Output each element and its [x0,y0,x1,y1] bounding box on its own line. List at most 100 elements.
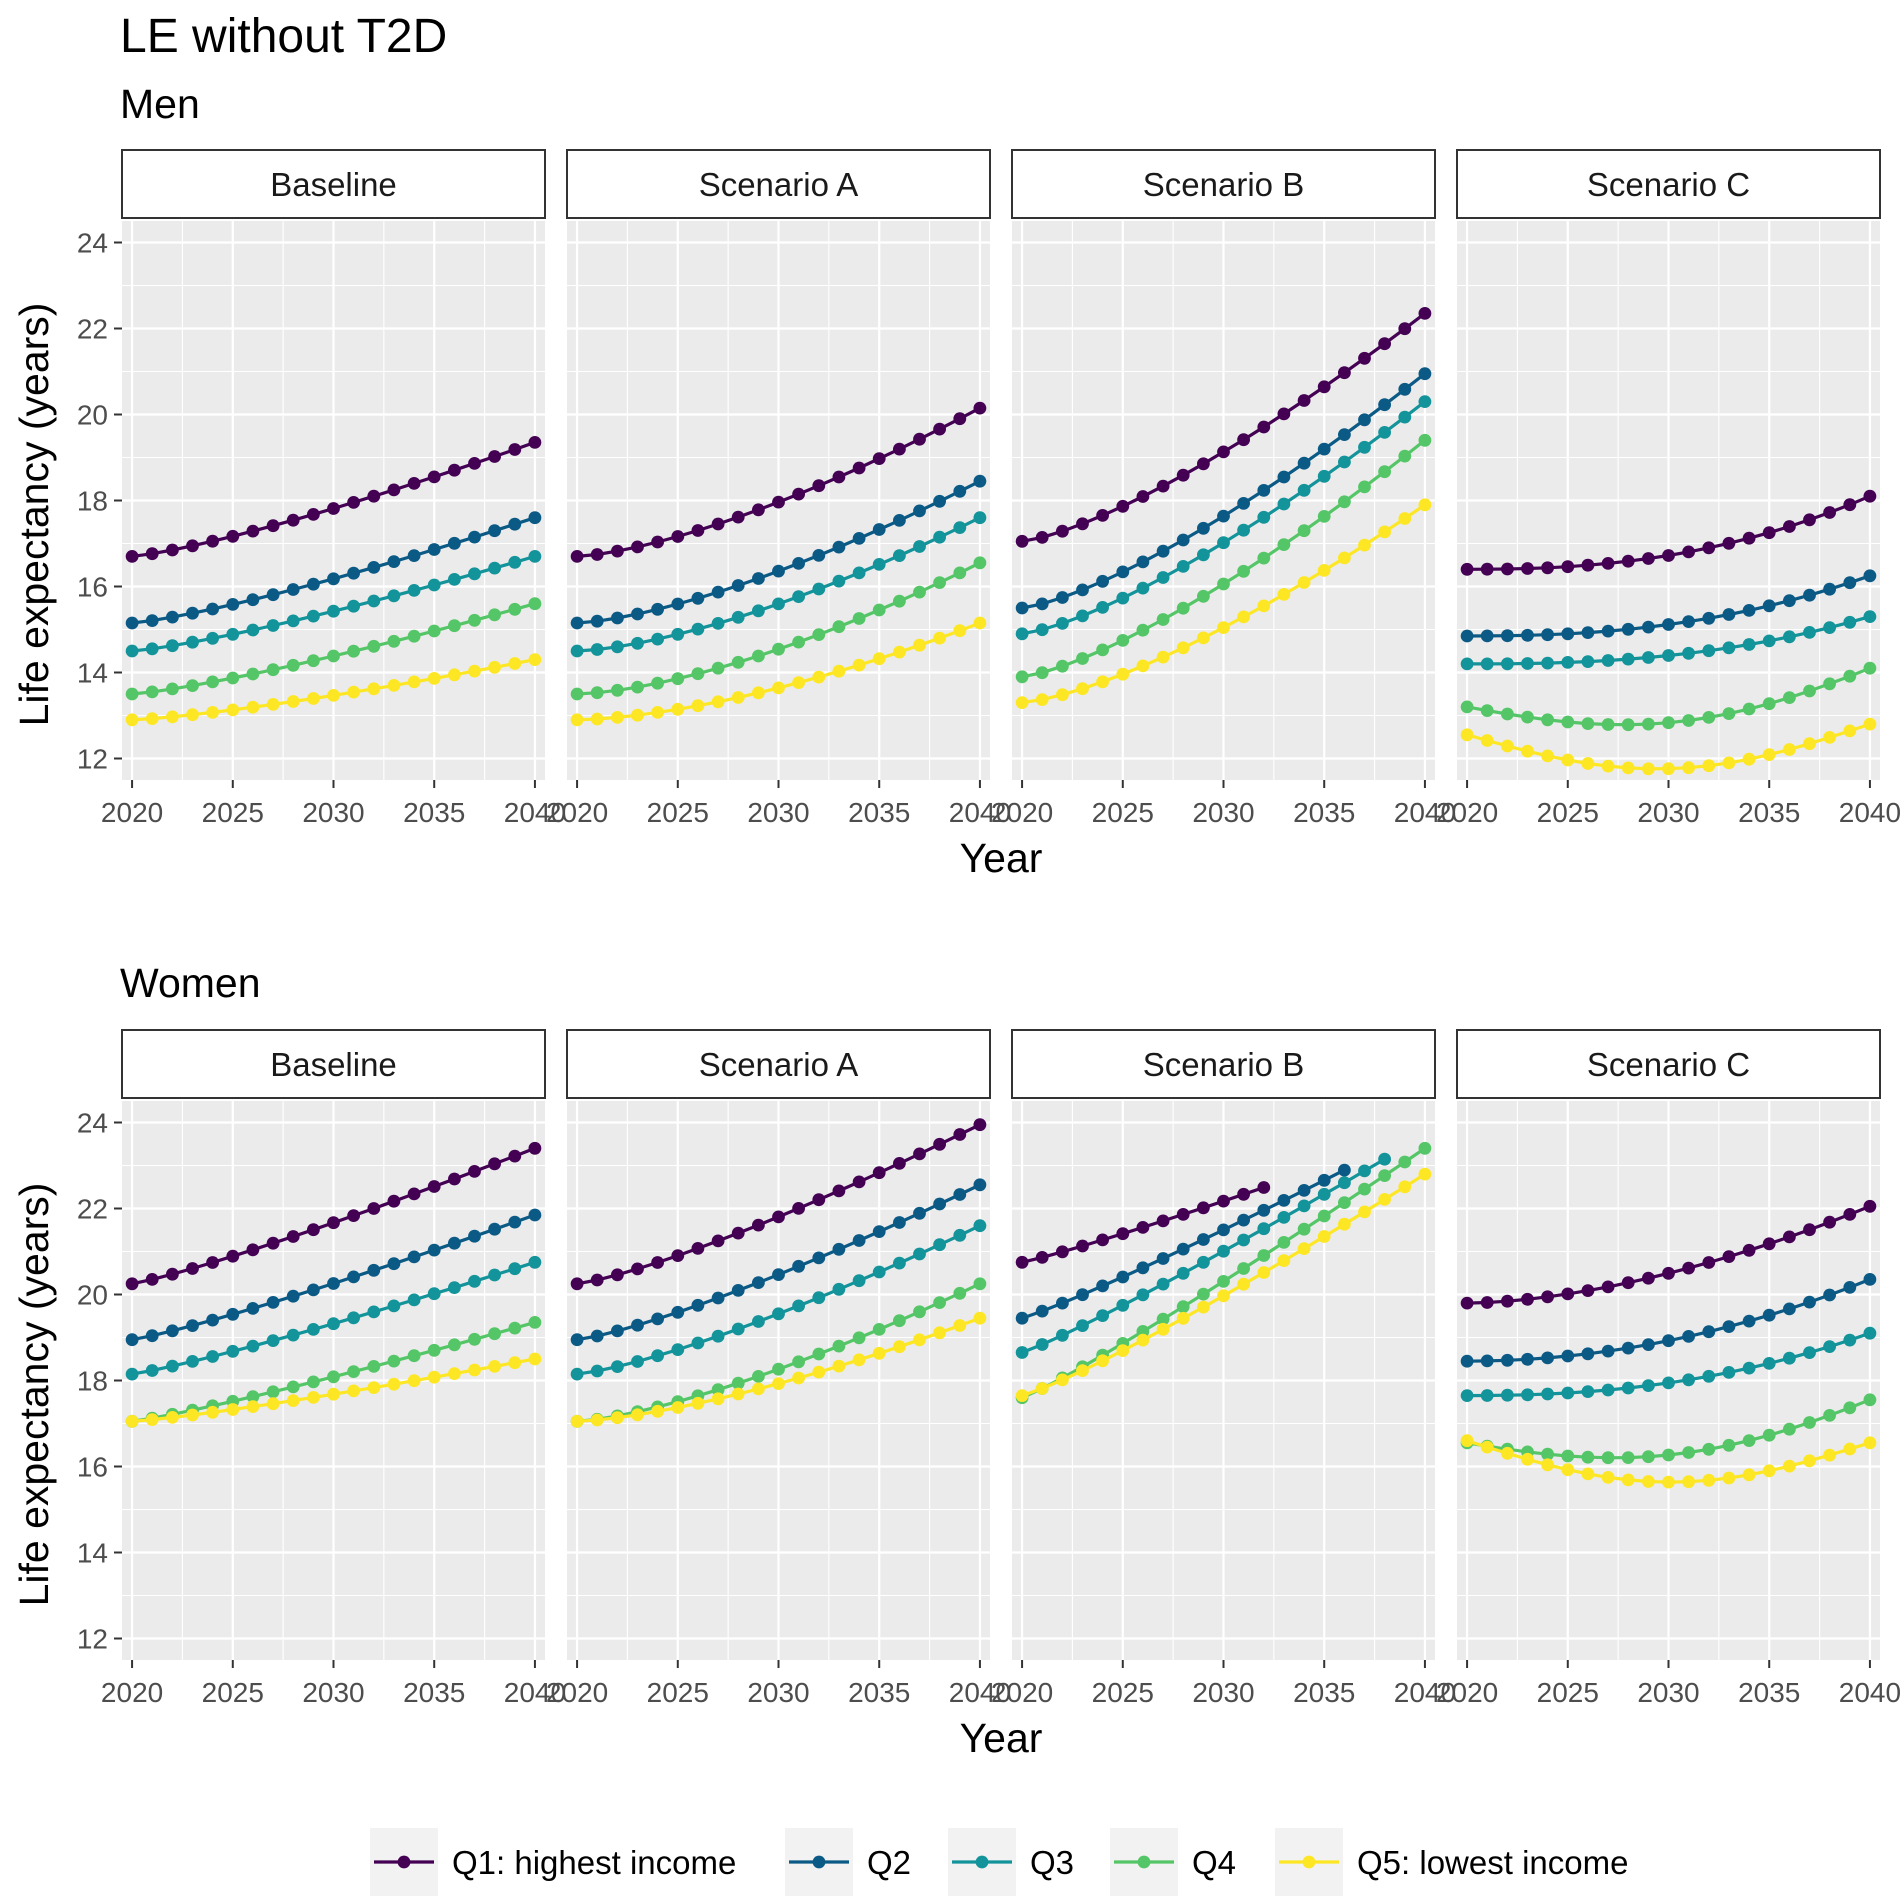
data-point [1642,552,1655,565]
data-point [286,614,300,628]
data-point [812,479,826,493]
data-point [1501,657,1514,671]
data-point [752,1315,765,1328]
data-point [611,1411,624,1425]
data-point [731,610,745,624]
data-point [206,675,220,689]
legend-key-point [812,1855,826,1869]
data-point [1277,1236,1291,1249]
data-point [752,604,765,618]
data-point [1561,715,1575,729]
data-point [792,487,805,501]
x-tick-label: 2040 [504,797,566,828]
data-point [1521,744,1534,758]
data-point [933,494,946,508]
data-point [691,1396,705,1410]
data-point [327,572,340,586]
data-point [792,635,805,649]
data-point [1378,465,1391,479]
data-point [570,687,584,701]
data-point [1642,1379,1655,1392]
data-point [1662,649,1675,662]
legend-label: Q4 [1192,1844,1236,1881]
series-2 [125,511,542,630]
facet-strip [1456,1029,1881,1099]
data-point [933,631,946,645]
data-point [1742,1361,1756,1375]
facet-scenario-b: Scenario B 2020 2025 2030 2035 2040 [991,1029,1456,1708]
data-point [1843,1442,1857,1456]
data-point [933,530,946,544]
data-point [1722,1471,1736,1485]
data-point [1803,626,1816,639]
data-point [1197,457,1210,471]
data-point [145,1364,159,1377]
data-point [1863,1273,1877,1286]
data-point [1398,410,1412,424]
data-point [1257,420,1271,434]
data-point [1035,1304,1049,1318]
data-point [286,1328,300,1342]
data-point [468,457,481,470]
data-point [1843,724,1857,738]
data-point [125,1277,139,1291]
data-point [1722,1438,1736,1452]
data-point [1823,1288,1836,1302]
data-point [731,1322,745,1336]
data-point [711,617,725,630]
data-point [752,1276,765,1289]
data-point [1541,1387,1554,1401]
data-point [1783,1230,1796,1244]
y-tick-label: 18 [77,1366,108,1397]
legend: Q1: highest income Q2 Q3 Q4 Q5: lowest incom… [370,1828,1628,1896]
data-point [427,578,441,592]
data-point [1197,1287,1210,1301]
data-point [933,1197,946,1211]
legend-label: Q5: lowest income [1357,1844,1628,1881]
data-point [387,555,401,568]
data-point [1418,307,1432,320]
data-point [1702,711,1716,724]
data-point [1217,1289,1230,1303]
data-point [1682,545,1695,559]
data-point [125,1367,139,1381]
data-point [1176,1311,1190,1325]
data-point [1176,601,1190,615]
x-tick-label: 2025 [647,797,709,828]
data-point [792,590,805,603]
legend-label: Q1: highest income [452,1844,736,1881]
data-point [570,713,584,727]
data-point [407,584,421,597]
data-point [711,1291,725,1305]
data-point [246,524,260,538]
data-point [711,1234,725,1248]
data-point [1480,704,1494,717]
data-point [953,1128,967,1141]
data-point [1076,682,1089,696]
data-point [508,657,522,670]
data-point [1257,599,1271,613]
data-point [1237,1233,1250,1247]
data-point [1742,604,1756,617]
data-point [528,1255,542,1269]
data-point [590,686,604,700]
data-point [1863,1436,1877,1450]
data-point [1317,442,1331,456]
data-point [1783,594,1796,608]
data-point [671,597,685,611]
data-point [1762,1428,1776,1442]
data-point [1156,1312,1170,1326]
data-point [145,614,159,627]
data-point [1136,1221,1150,1234]
data-point [407,1349,421,1363]
data-point [631,708,644,722]
data-point [1116,667,1130,681]
x-tick-label: 2040 [1839,1677,1901,1708]
data-point [166,682,179,696]
data-point [347,1209,360,1222]
data-point [1501,562,1514,576]
data-point [832,470,846,484]
data-point [1197,548,1210,562]
data-point [1541,749,1554,763]
data-point [387,1299,401,1313]
